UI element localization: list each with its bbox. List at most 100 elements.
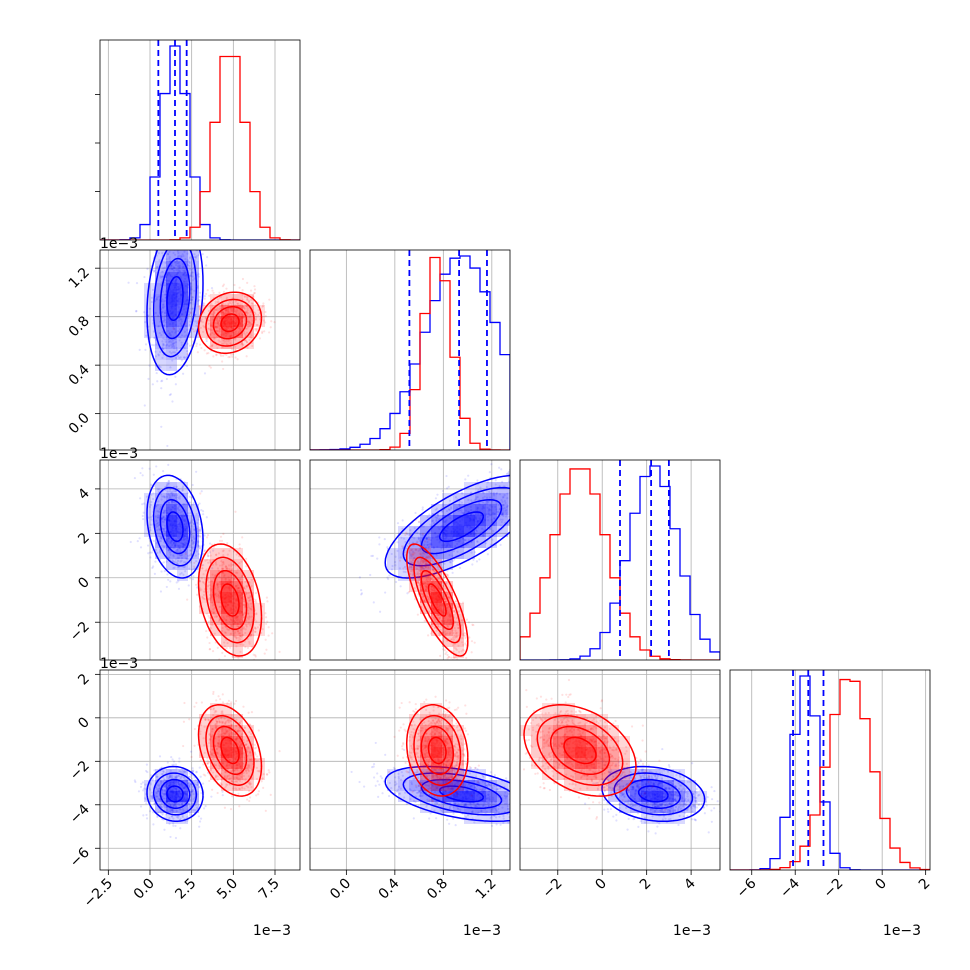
sample-point	[431, 568, 434, 572]
sample-point	[197, 528, 200, 531]
sample-point	[161, 356, 164, 360]
sample-point	[504, 515, 508, 518]
sample-point	[212, 336, 215, 339]
sample-point	[218, 539, 222, 542]
sample-point	[221, 303, 224, 306]
sample-point	[264, 310, 267, 314]
sample-point	[159, 590, 163, 593]
sample-point	[450, 638, 454, 641]
sample-point	[186, 350, 189, 353]
sample-point	[183, 356, 186, 359]
sample-point	[498, 507, 502, 511]
sample-point	[188, 784, 191, 787]
sample-point	[174, 558, 177, 561]
sample-point	[455, 635, 458, 638]
sample-point	[245, 295, 249, 298]
sample-point	[255, 315, 258, 318]
sample-point	[164, 314, 167, 317]
density-cell	[453, 493, 464, 504]
density-cell	[221, 570, 232, 581]
sample-point	[554, 486, 556, 488]
sample-point	[391, 564, 394, 568]
density-cell	[177, 493, 188, 504]
sample-point	[162, 794, 166, 797]
sample-point	[463, 649, 466, 652]
sample-point	[218, 575, 221, 578]
sample-point	[174, 501, 177, 505]
sample-point	[453, 558, 456, 561]
sample-point	[187, 584, 190, 587]
sample-point	[176, 250, 179, 253]
density-cell	[188, 559, 199, 570]
sample-point	[190, 326, 193, 329]
sample-point	[427, 564, 430, 567]
sample-point	[155, 791, 158, 794]
sample-point	[491, 538, 494, 541]
sample-point	[162, 267, 165, 270]
sample-point	[246, 327, 249, 330]
sample-point	[409, 573, 412, 576]
sample-point	[162, 561, 166, 564]
sample-point	[183, 347, 186, 350]
sample-point	[447, 656, 450, 659]
sample-point	[488, 471, 491, 474]
sample-point	[211, 604, 214, 607]
sample-point	[245, 624, 248, 627]
sample-point	[246, 281, 249, 285]
sample-point	[394, 564, 397, 567]
sample-point	[202, 573, 205, 576]
sample-point	[181, 253, 184, 256]
sample-point	[254, 598, 257, 602]
sample-point	[419, 566, 422, 569]
density-cell	[431, 592, 442, 603]
sample-point	[420, 559, 423, 562]
sample-point	[500, 520, 503, 524]
density-cell	[420, 515, 431, 526]
sample-point	[174, 375, 177, 378]
sample-point	[434, 570, 437, 573]
sample-point	[194, 236, 196, 238]
sample-point	[197, 545, 200, 548]
density-cell	[431, 504, 442, 515]
sample-point	[184, 258, 187, 261]
sample-point	[505, 513, 508, 516]
density-cell	[442, 625, 453, 636]
sample-point	[440, 625, 443, 628]
sample-point	[473, 641, 476, 644]
sample-point	[408, 551, 411, 554]
sample-point	[163, 816, 167, 819]
sample-point	[158, 488, 161, 491]
sample-point	[133, 779, 136, 782]
sample-point	[205, 629, 208, 633]
sample-point	[230, 563, 233, 566]
sample-point	[231, 353, 235, 356]
sample-point	[168, 497, 171, 500]
sample-point	[525, 517, 527, 519]
density-cell	[177, 559, 188, 570]
sample-point	[155, 522, 159, 525]
density-cell	[210, 625, 221, 636]
sample-point	[207, 554, 210, 558]
sample-point	[416, 581, 419, 584]
sample-point	[238, 547, 242, 550]
density-cell	[243, 603, 254, 614]
sample-point	[156, 815, 159, 819]
sample-point	[162, 342, 165, 345]
sample-point	[157, 325, 160, 328]
sample-point	[268, 331, 271, 334]
sample-point	[431, 568, 435, 571]
sample-point	[247, 617, 250, 621]
sample-point	[175, 805, 178, 808]
density-cell	[166, 261, 177, 272]
sample-point	[418, 520, 421, 523]
density-cell	[177, 338, 188, 349]
density-cell	[166, 360, 177, 371]
sample-point	[188, 522, 192, 525]
sample-point	[264, 616, 268, 619]
sample-point	[202, 593, 206, 597]
sample-point	[180, 556, 184, 560]
density-cell	[166, 294, 177, 305]
contour-line	[212, 305, 248, 340]
density-cell	[155, 537, 166, 548]
sample-point	[178, 757, 181, 760]
